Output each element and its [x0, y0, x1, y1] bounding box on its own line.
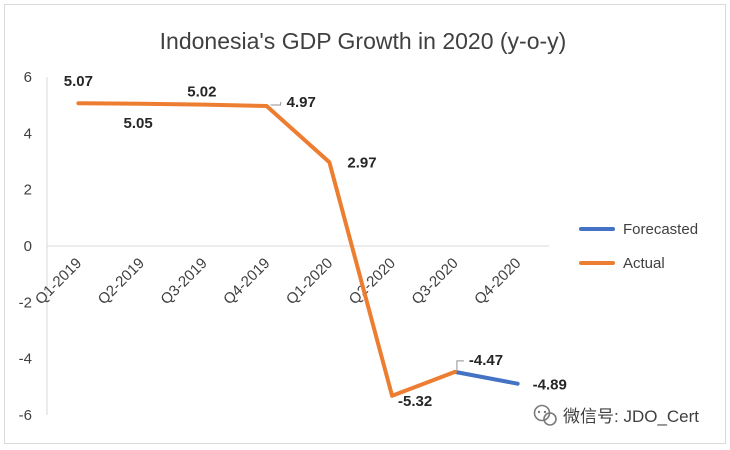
data-label: 5.05	[124, 115, 153, 132]
legend-label-forecasted: Forecasted	[623, 221, 698, 238]
watermark: 微信号: JDO_Cert	[533, 404, 699, 426]
leader-line	[456, 360, 464, 371]
leader-line	[270, 102, 282, 106]
y-tick-label: -4	[19, 351, 32, 368]
series-line-actual	[76, 101, 457, 398]
x-tick-label: Q1-2019	[32, 255, 85, 308]
legend-label-actual: Actual	[623, 255, 665, 272]
data-label: 4.97	[287, 94, 316, 111]
data-label: -4.47	[469, 352, 503, 369]
x-axis-ticks: Q1-2019 Q2-2019 Q3-2019 Q4-2019 Q1-2020 Q2-20…	[32, 255, 525, 308]
x-tick-label: Q3-2020	[408, 255, 461, 308]
x-tick-label: Q3-2019	[157, 255, 210, 308]
data-label: 5.07	[64, 73, 93, 90]
series-lines	[76, 101, 520, 398]
y-tick-label: 0	[24, 238, 32, 255]
wechat-icon	[533, 404, 557, 426]
x-tick-label: Q4-2019	[220, 255, 273, 308]
y-tick-label: 4	[24, 125, 32, 142]
watermark-text: 微信号: JDO_Cert	[563, 407, 699, 426]
chart-frame	[4, 4, 726, 444]
y-axis-ticks: 6 4 2 0 -2 -4 -6	[19, 69, 32, 424]
legend: Forecasted Actual	[579, 221, 698, 272]
data-label: -4.89	[533, 377, 567, 394]
data-label: -5.32	[398, 393, 432, 410]
data-labels: -4.89 5.07 5.05 5.02 4.97 2.97 -5.32 -4.47	[64, 73, 567, 410]
y-tick-label: 6	[24, 69, 32, 86]
y-tick-label: 2	[24, 182, 32, 199]
leader-lines	[270, 102, 464, 371]
x-tick-label: Q2-2019	[95, 255, 148, 308]
y-tick-label: -6	[19, 407, 32, 424]
x-tick-label: Q2-2020	[346, 255, 399, 308]
x-tick-label: Q4-2020	[471, 255, 524, 308]
chart-title: Indonesia's GDP Growth in 2020 (y-o-y)	[160, 28, 567, 54]
x-tick-label: Q1-2020	[283, 255, 336, 308]
data-label: 5.02	[187, 84, 216, 101]
y-tick-label: -2	[19, 294, 32, 311]
series-line-forecasted	[452, 369, 520, 386]
data-label: 2.97	[347, 154, 376, 171]
